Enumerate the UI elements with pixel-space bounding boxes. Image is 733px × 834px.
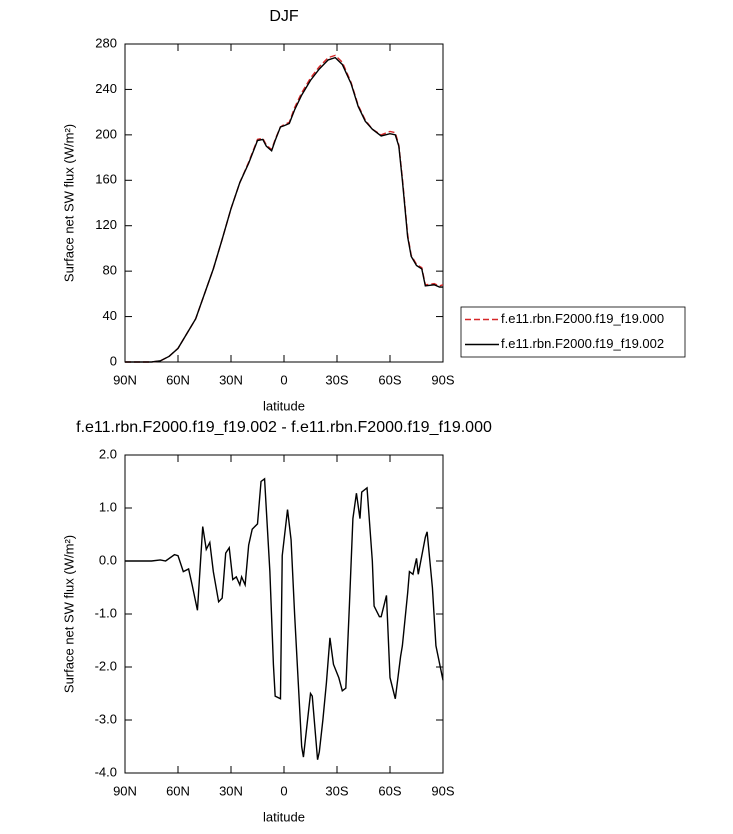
x-tick-label: 60N <box>166 372 190 387</box>
x-tick-label: 30S <box>325 783 348 798</box>
y-tick-label: 200 <box>95 126 117 141</box>
y-tick-label: 160 <box>95 172 117 187</box>
y-tick-label: 240 <box>95 81 117 96</box>
y-tick-label: 0.0 <box>99 552 117 567</box>
series-line <box>125 54 444 363</box>
y-tick-label: 1.0 <box>99 499 117 514</box>
x-tick-label: 30N <box>219 783 243 798</box>
legend-label: f.e11.rbn.F2000.f19_f19.000 <box>501 311 664 326</box>
y-tick-label: -4.0 <box>95 764 117 779</box>
x-axis-label: latitude <box>263 809 305 824</box>
x-tick-label: 90S <box>431 372 454 387</box>
x-axis-label: latitude <box>263 398 305 413</box>
legend-label: f.e11.rbn.F2000.f19_f19.002 <box>501 336 664 351</box>
y-axis-label: Surface net SW flux (W/m²) <box>61 124 76 282</box>
y-tick-label: -1.0 <box>95 605 117 620</box>
x-tick-label: 90S <box>431 783 454 798</box>
y-tick-label: 80 <box>103 263 117 278</box>
x-tick-label: 90N <box>113 783 137 798</box>
plot-frame <box>124 454 444 774</box>
x-tick-label: 0 <box>280 372 287 387</box>
x-tick-label: 30N <box>219 372 243 387</box>
series-line <box>125 477 444 760</box>
y-tick-label: 40 <box>103 308 117 323</box>
y-tick-label: -3.0 <box>95 711 117 726</box>
legend-box <box>460 306 686 358</box>
x-tick-label: 0 <box>280 783 287 798</box>
x-tick-label: 60N <box>166 783 190 798</box>
y-tick-label: 2.0 <box>99 446 117 461</box>
y-tick-label: 0 <box>110 353 117 368</box>
x-tick-label: 90N <box>113 372 137 387</box>
series-line <box>125 56 443 363</box>
chart-title: f.e11.rbn.F2000.f19_f19.002 - f.e11.rbn.… <box>76 419 492 436</box>
chart-title: DJF <box>269 8 299 25</box>
y-tick-label: 280 <box>95 35 117 50</box>
y-axis-label: Surface net SW flux (W/m²) <box>61 535 76 693</box>
y-tick-label: 120 <box>95 217 117 232</box>
plot-frame <box>124 43 444 363</box>
x-tick-label: 60S <box>378 372 401 387</box>
x-tick-label: 30S <box>325 372 348 387</box>
y-tick-label: -2.0 <box>95 658 117 673</box>
x-tick-label: 60S <box>378 783 401 798</box>
legend: f.e11.rbn.F2000.f19_f19.000 f.e11.rbn.F20… <box>460 306 686 358</box>
